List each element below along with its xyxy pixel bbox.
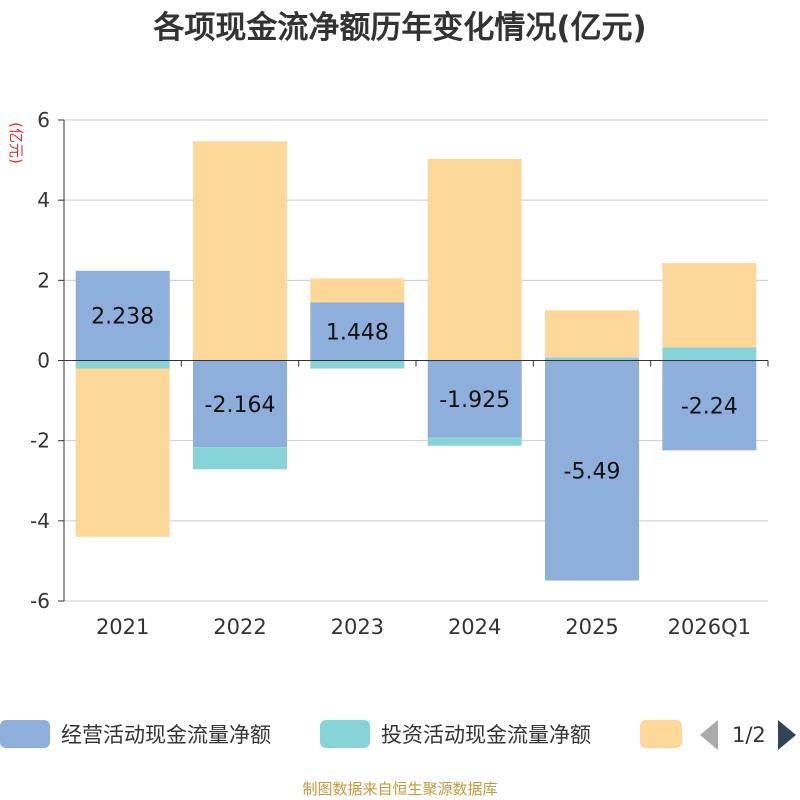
bar-series3-2024 [427,158,522,361]
legend-swatch-operating [0,720,50,748]
bar-series3-2025 [545,310,639,358]
x-tick-label: 2022 [213,615,266,639]
x-tick-label: 2026Q1 [668,615,751,639]
legend-item-investing[interactable]: 投资活动现金流量净额 [320,716,591,752]
bar-series3-2026Q1 [662,263,757,348]
bar-series2-2025 [545,357,639,361]
legend-prev-page-icon[interactable] [700,720,718,750]
legend-label-investing: 投资活动现金流量净额 [381,723,591,747]
y-tick-label: -2 [30,429,50,453]
bar-series1-2025 [545,360,639,581]
y-tick-label: 2 [37,268,50,292]
bar-series1-2021 [75,270,170,361]
data-label: -5.49 [564,460,621,485]
bar-series1-2024 [427,360,522,438]
x-tick-label: 2024 [448,615,501,639]
legend-pager: 1/2 [700,720,796,750]
legend-label-operating: 经营活动现金流量净额 [61,723,271,747]
bar-series1-2022 [193,360,287,448]
data-label: -1.925 [439,388,510,413]
axes: 6 4 2 0 -2 -4 -6 2021 2022 2023 2024 2025 2026Q1 (亿元) [7,108,769,639]
bar-series2-2021 [75,360,170,369]
x-tick-label: 2025 [565,615,618,639]
y-tick-label: 6 [37,108,50,132]
data-labels: 2.238 -2.164 1.448 -1.925 -5.49 -2.24 [91,305,738,485]
x-tick-label: 2021 [96,615,149,639]
grid-lines [64,119,768,602]
legend-swatch-financing [640,720,682,748]
bar-series2-2022 [193,447,287,470]
bar-series3-2021 [75,368,170,537]
y-tick-label: 0 [37,349,50,373]
legend-swatch-investing [320,720,370,748]
legend-item-financing[interactable] [640,716,693,752]
bar-series2-2023 [310,360,405,369]
bar-series2-2024 [427,437,522,446]
legend-page-indicator: 1/2 [732,723,766,747]
legend: 经营活动现金流量净额 投资活动现金流量净额 1/2 [0,716,800,752]
legend-next-page-icon[interactable] [777,720,796,750]
y-tick-label: -4 [30,509,50,533]
data-label: 2.238 [91,305,154,330]
bar-series2-2026Q1 [662,347,757,361]
y-tick-label: -6 [30,589,50,613]
source-note: 制图数据来自恒生聚源数据库 [302,780,498,798]
bar-series3-2022 [193,141,287,361]
y-tick-label: 4 [37,188,50,212]
bar-series3-2023 [310,278,405,303]
data-label: 1.448 [326,320,389,345]
bar-series1-2026Q1 [662,360,757,451]
data-label: -2.24 [681,394,738,419]
bar-layer [75,141,757,581]
y-axis-label: (亿元) [7,122,25,164]
legend-item-operating[interactable]: 经营活动现金流量净额 [0,716,271,752]
x-tick-label: 2023 [331,615,384,639]
bar-series1-2023 [310,302,405,361]
data-label: -2.164 [205,393,276,418]
chart-title: 各项现金流净额历年变化情况(亿元) [153,10,647,46]
